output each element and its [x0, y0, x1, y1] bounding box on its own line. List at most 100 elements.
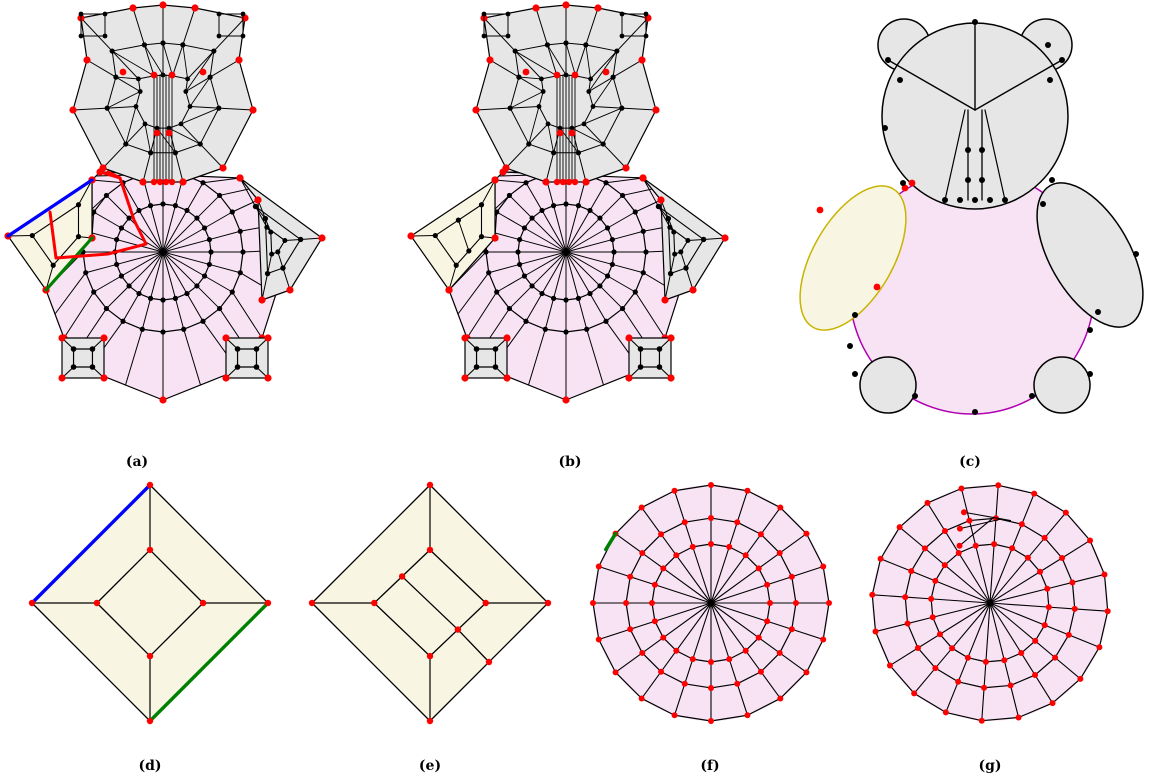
head-ring-mid: [106, 42, 220, 154]
wheel-vertex: [734, 680, 741, 687]
vertex: [486, 270, 492, 276]
vertex: [146, 652, 154, 660]
edge: [93, 211, 122, 229]
vertex: [69, 106, 77, 114]
edge: [535, 7, 548, 46]
vertex: [637, 346, 644, 352]
body-connector: [231, 291, 263, 339]
wheel-vertex: [681, 680, 688, 687]
vertex: [114, 261, 120, 268]
vertex: [139, 326, 145, 332]
vertex: [551, 150, 557, 156]
ring-connector: [614, 533, 643, 554]
edge: [496, 211, 525, 229]
ring-connector: [598, 628, 631, 641]
vertex: [268, 229, 274, 235]
vertex: [640, 270, 646, 276]
vertex: [194, 283, 200, 289]
body-connector: [457, 272, 490, 315]
edge: [657, 205, 671, 228]
body-spoke: [162, 227, 206, 253]
wheel-vertex: [788, 626, 795, 633]
body-spoke: [150, 251, 164, 299]
vertex: [590, 104, 596, 109]
vertex: [253, 364, 260, 370]
wheel-vertex: [921, 545, 928, 552]
ring-connector: [766, 576, 793, 586]
wheel-vertex: [803, 530, 810, 537]
vertex: [960, 509, 967, 516]
ring-connector: [728, 658, 738, 685]
vertex: [683, 265, 689, 271]
edge: [174, 152, 184, 183]
vertex: [656, 346, 663, 352]
vertex: [264, 334, 272, 342]
edge: [518, 76, 542, 80]
vertex: [258, 296, 266, 304]
edge: [125, 123, 146, 145]
vertex: [619, 192, 626, 199]
vertex: [148, 150, 154, 156]
vertex: [512, 48, 518, 54]
schematic-vertex: [900, 180, 906, 186]
vertex: [643, 11, 649, 17]
edge: [599, 285, 624, 310]
wheel-vertex: [955, 549, 962, 556]
wheel-vertex: [755, 634, 762, 641]
ring-connector: [736, 683, 749, 716]
vertex: [563, 201, 569, 207]
wheel-vertex: [914, 645, 921, 652]
edge: [509, 106, 540, 109]
schematic-vertex: [897, 77, 903, 83]
wheel-vertex: [689, 543, 696, 550]
vertex: [610, 74, 616, 80]
wheel-vertex: [708, 718, 714, 724]
body-spoke: [162, 205, 176, 253]
ring-connector: [1048, 606, 1076, 610]
wheel-vertex: [929, 614, 936, 621]
ring-connector: [1044, 624, 1070, 636]
vertex: [657, 196, 665, 204]
vertex: [667, 224, 673, 230]
vertex: [481, 11, 487, 17]
vertex: [516, 74, 522, 80]
vertex: [126, 215, 132, 221]
wheel-vertex: [627, 626, 634, 633]
wheel-vertex: [928, 595, 935, 602]
wheel-vertex: [1049, 700, 1056, 707]
vertex: [70, 364, 77, 370]
ring-connector: [779, 652, 808, 673]
wheel-vertex: [734, 519, 741, 526]
body-connector: [54, 272, 87, 315]
vertex: [264, 270, 271, 277]
spoke: [989, 602, 1036, 642]
vertex: [671, 229, 677, 235]
edge: [261, 273, 269, 301]
vertex: [160, 329, 166, 335]
vertex: [638, 56, 646, 64]
vertex: [575, 295, 582, 301]
schematic-vertex: [1047, 77, 1053, 83]
vertex: [454, 626, 462, 633]
edge: [571, 127, 604, 145]
schematic-vertex: [852, 371, 858, 377]
body-spoke: [565, 251, 609, 277]
vertex: [539, 290, 545, 297]
edge: [546, 44, 558, 77]
schematic-vertex: [972, 197, 978, 203]
edge: [196, 285, 221, 310]
body-spoke: [541, 209, 567, 253]
vertex: [160, 72, 166, 78]
vertex: [222, 334, 230, 342]
wheel-vertex: [904, 620, 911, 627]
body-spoke: [523, 227, 567, 253]
wheel-vertex: [742, 552, 749, 559]
spoke: [710, 602, 768, 622]
wheel-vertex: [964, 654, 971, 661]
wheel-vertex: [595, 636, 602, 643]
body-spoke: [553, 205, 567, 253]
wheel-vertex: [649, 600, 655, 606]
wheel-vertex: [1101, 571, 1108, 578]
body-spoke: [162, 251, 176, 299]
vertex: [166, 125, 172, 131]
